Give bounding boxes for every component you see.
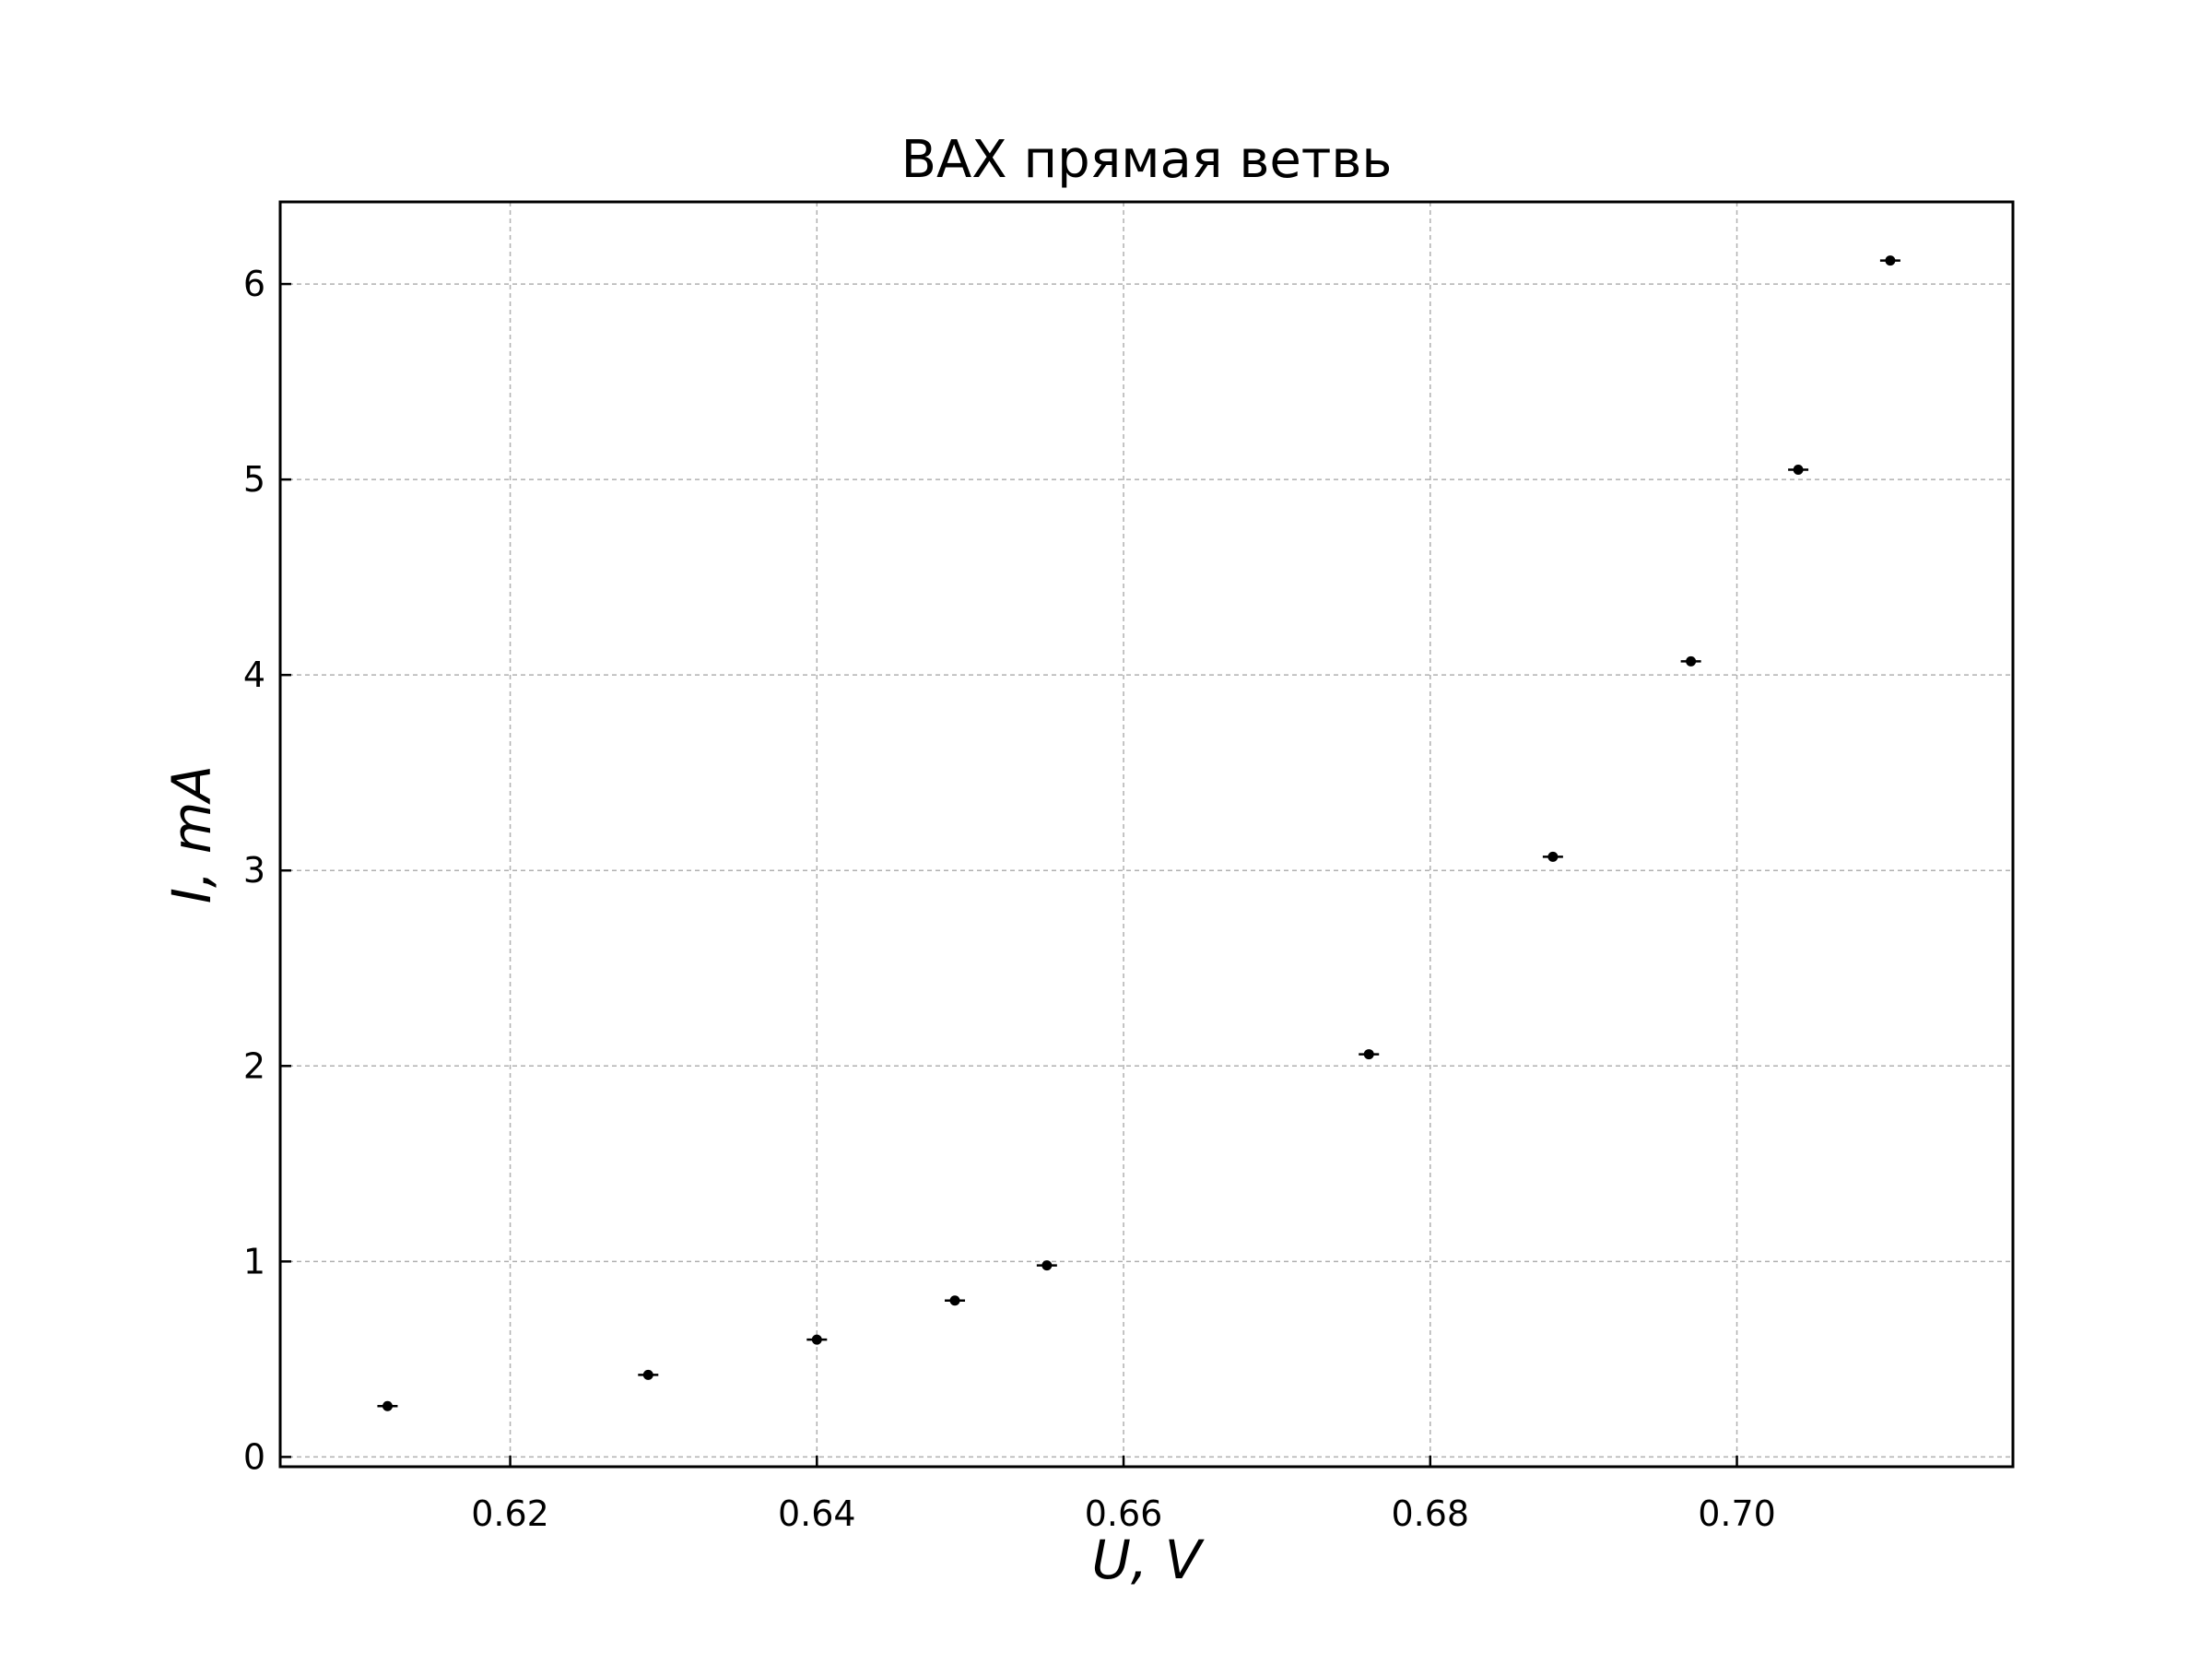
- x-tick-label: 0.68: [1391, 1493, 1469, 1534]
- y-tick-label: 3: [243, 850, 265, 891]
- data-point: [377, 1400, 398, 1411]
- data-point: [1036, 1260, 1057, 1271]
- x-tick-label: 0.64: [778, 1493, 856, 1534]
- data-points: [377, 255, 1900, 1411]
- grid-lines: [280, 202, 2013, 1467]
- data-point: [638, 1369, 659, 1380]
- x-axis-label: U, V: [1091, 1528, 1205, 1591]
- y-tick-label: 1: [243, 1241, 265, 1281]
- y-axis-label: I, mA: [160, 765, 223, 903]
- x-tick-label: 0.66: [1085, 1493, 1163, 1534]
- x-tick-label: 0.62: [471, 1493, 549, 1534]
- y-tick-label: 2: [243, 1045, 265, 1086]
- chart-title: ВАХ прямая ветвь: [901, 130, 1393, 190]
- data-point: [945, 1295, 966, 1306]
- data-point: [1879, 255, 1900, 266]
- x-ticks: 0.62 0.64 0.66 0.68 0.70: [471, 1456, 1776, 1534]
- y-tick-label: 0: [243, 1436, 265, 1477]
- data-point: [1542, 851, 1563, 862]
- data-point: [806, 1334, 828, 1345]
- data-point: [1680, 655, 1701, 667]
- y-tick-label: 6: [243, 264, 265, 304]
- data-point: [1359, 1049, 1380, 1060]
- y-ticks: 0 1 2 3 4 5 6: [243, 264, 291, 1477]
- y-tick-label: 4: [243, 655, 265, 695]
- data-point: [1788, 465, 1809, 476]
- plot-frame: [278, 200, 2015, 1469]
- x-tick-label: 0.70: [1698, 1493, 1776, 1534]
- y-tick-label: 5: [243, 459, 265, 500]
